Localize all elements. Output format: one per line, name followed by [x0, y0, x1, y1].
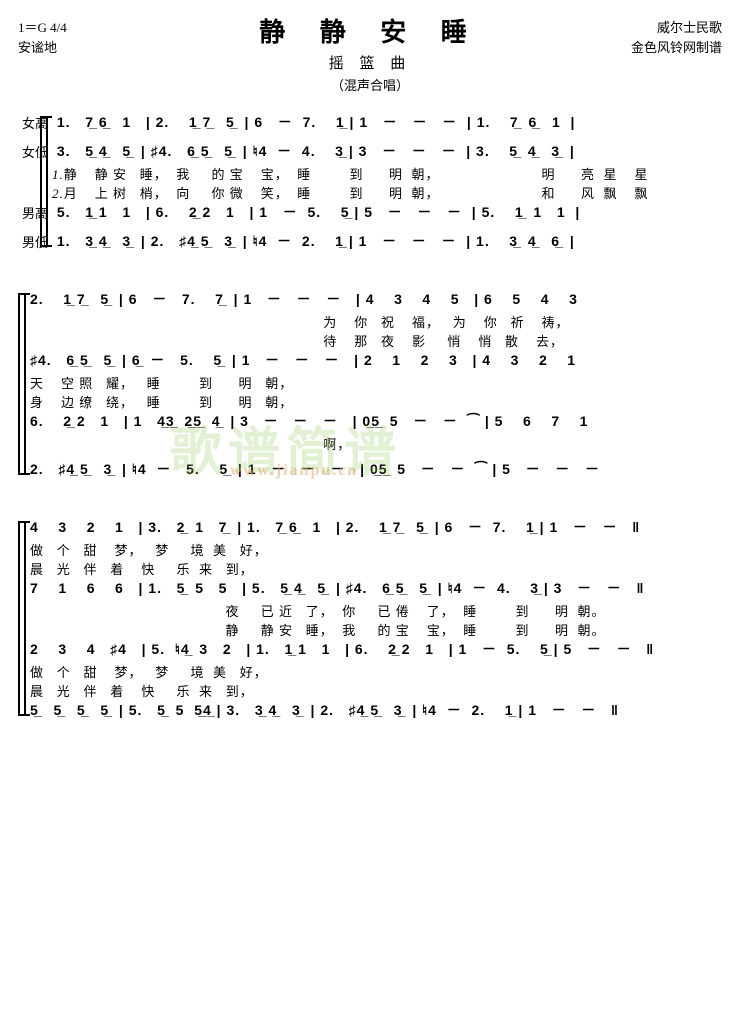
subtitle-arrangement: （混声合唱）	[18, 75, 722, 94]
staff-soprano: 2. 1̲ 7̲ 5̲ | 6 － 7. 7̲ | 1 － － － | 4 3 …	[30, 289, 722, 309]
system-bracket-inner	[40, 116, 46, 247]
lyrics-verse2: 晨 光 伴 着 快 乐 来 到，	[30, 681, 722, 700]
lyrics-verse2: 月 上 树 梢， 向 你 微 笑， 睡 到 明 朝， 和 风 飘 飘	[64, 186, 649, 201]
staff-alto: 7 1 6 6 | 1. 5̲ 5 5 | 5. 5̲ 4̲ 5̲ | ♯4. …	[30, 578, 722, 598]
staff-tenor: 5. 1̲ 1 1 | 6. 2̲ 2 1 | 1 － 5. 5̲ | 5 － …	[52, 202, 722, 222]
music-system-2: 2. 1̲ 7̲ 5̲ | 6 － 7. 7̲ | 1 － － － | 4 3 …	[18, 289, 722, 479]
lyrics-verse1: 静 静 安 睡， 我 的 宝 宝， 睡 到 明 朝， 明 亮 星 星	[64, 167, 649, 182]
verse-number: 1.	[52, 167, 64, 182]
verse-number: 2.	[52, 186, 64, 201]
lyrics-verse1: 天 空 照 耀， 睡 到 明 朝，	[30, 373, 722, 392]
staff-soprano: 4 3 2 1 | 3. 2̲ 1 7̲ | 1. 7̲ 6̲ 1 | 2. 1…	[30, 517, 722, 537]
lyrics-verse2: 晨 光 伴 着 快 乐 来 到，	[30, 559, 722, 578]
lyrics-verse1: 夜 已 近 了， 你 已 倦 了， 睡 到 明 朝。	[30, 601, 722, 620]
system-bracket-outer	[24, 521, 30, 716]
system-bracket-outer	[24, 293, 30, 475]
key-signature: 1＝G 4/4	[18, 18, 67, 38]
music-system-3: 4 3 2 1 | 3. 2̲ 1 7̲ | 1. 7̲ 6̲ 1 | 2. 1…	[18, 517, 722, 720]
subtitle-genre: 摇 篮 曲	[18, 52, 722, 73]
lyrics-verse1: 做 个 甜 梦， 梦 境 美 好，	[30, 540, 722, 559]
staff-tenor: 2 3 4 ♯4 | 5. ♮4̲ 3 2 | 1. 1̲ 1 1 | 6. 2…	[30, 639, 722, 659]
system-bracket-inner	[18, 293, 24, 475]
staff-tenor: 6. 2̲ 2 1 | 1 4̲3̲ 2̲5̲ 4̲ | 3 － － － | 0…	[30, 411, 722, 431]
lyrics-ah: 啊，	[30, 434, 722, 453]
staff-bass: 5̲ 5̲ 5̲ 5̲ | 5. 5̲ 5 5̲4̲ | 3. 3̲ 4̲ 3̲…	[30, 700, 722, 720]
staff-bass: 1. 3̲ 4̲ 3̲ | 2. ♯4̲ 5̲ 3̲ | ♮4 － 2. 1̲ …	[52, 231, 722, 251]
lyrics-verse1: 做 个 甜 梦， 梦 境 美 好，	[30, 662, 722, 681]
lyrics-verse2: 待 那 夜 影 悄 悄 散 去，	[30, 331, 722, 350]
staff-alto: ♯4. 6̲ 5̲ 5̲ | 6̲ － 5. 5̲ | 1 － － － | 2 …	[30, 350, 722, 370]
page-title: 静 静 安 睡	[18, 12, 722, 49]
music-system-1: 女高 1. 7̲ 6̲ 1 | 2. 1̲ 7̲ 5̲ | 6 － 7. 1̲ …	[18, 112, 722, 251]
lyrics-verse2: 身 边 缭 绕， 睡 到 明 朝，	[30, 392, 722, 411]
credit-origin: 威尔士民歌	[631, 18, 722, 38]
staff-bass: 2. ♯4̲ 5̲ 3̲ | ♮4 － 5. 5̲ | 1 － － － | 0̲…	[30, 459, 722, 479]
staff-soprano: 1. 7̲ 6̲ 1 | 2. 1̲ 7̲ 5̲ | 6 － 7. 1̲ | 1…	[52, 112, 722, 132]
tempo-marking: 安谧地	[18, 38, 67, 58]
lyrics-verse1: 为 你 祝 福， 为 你 祈 祷，	[30, 312, 722, 331]
staff-alto: 3. 5̲ 4̲ 5̲ | ♯4. 6̲ 5̲ 5̲ | ♮4 － 4. 3̲ …	[52, 141, 722, 161]
system-bracket-outer	[46, 116, 52, 247]
system-bracket-inner	[18, 521, 24, 716]
credit-engraver: 金色风铃网制谱	[631, 38, 722, 58]
lyrics-verse2: 静 静 安 睡， 我 的 宝 宝， 睡 到 明 朝。	[30, 620, 722, 639]
